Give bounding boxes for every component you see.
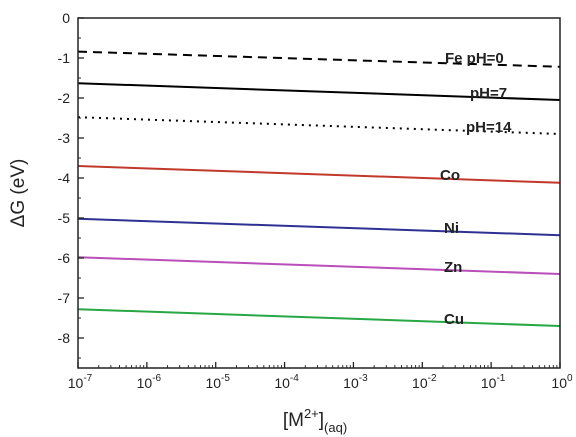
x-axis-title: [M2+](aq) xyxy=(283,406,347,435)
y-tick-label: -7 xyxy=(58,290,71,306)
y-tick-label: -5 xyxy=(58,210,71,226)
y-axis-title: ΔG (eV) xyxy=(8,159,29,228)
y-tick-label: -1 xyxy=(58,50,71,66)
x-tick-label: 10-5 xyxy=(205,373,230,391)
series-line-cu xyxy=(77,308,561,327)
series-line-ni xyxy=(77,217,561,237)
x-tick-label: 10-6 xyxy=(137,373,162,391)
y-tick-label: -8 xyxy=(58,330,71,346)
x-tick-label: 10-7 xyxy=(68,373,93,391)
y-tick-label: 0 xyxy=(62,10,70,26)
series-label-ni: Ni xyxy=(444,220,459,237)
series-labels: Fe pH=0 pH=7 pH=14 Co Ni Zn Cu xyxy=(440,50,512,328)
x-tick-label: 100 xyxy=(551,373,573,391)
series-label-zn: Zn xyxy=(444,259,462,276)
x-tick-label: 10-1 xyxy=(481,373,506,391)
x-tick-label: 10-3 xyxy=(343,373,368,391)
series-label-cu: Cu xyxy=(444,311,464,328)
series-line-ph-7 xyxy=(77,82,561,101)
y-tick-label: -2 xyxy=(58,90,71,106)
y-tick-label: -6 xyxy=(58,250,71,266)
x-tick-label: 10-4 xyxy=(274,373,299,391)
series-line-fe-ph-0 xyxy=(77,50,561,68)
y-tick-label: -3 xyxy=(58,130,71,146)
series-label-ph-14: pH=14 xyxy=(466,119,512,136)
series-line-co xyxy=(77,165,561,184)
plot-frame xyxy=(77,17,561,369)
y-tick-label: -4 xyxy=(58,170,71,186)
series-label-fe-ph-0: Fe pH=0 xyxy=(445,50,504,67)
axes: 0 -1 -2 -3 -4 -5 -6 -7 -8 10-7 10-6 10-5 10-4 10-3 10-… xyxy=(58,10,573,391)
series-label-ph-7: pH=7 xyxy=(470,85,507,102)
series-lines xyxy=(77,50,561,327)
series-label-co: Co xyxy=(440,167,460,184)
series-line-zn xyxy=(77,256,561,275)
x-tick-label: 10-2 xyxy=(412,373,437,391)
axis-titles: ΔG (eV) [M2+](aq) xyxy=(8,159,347,435)
